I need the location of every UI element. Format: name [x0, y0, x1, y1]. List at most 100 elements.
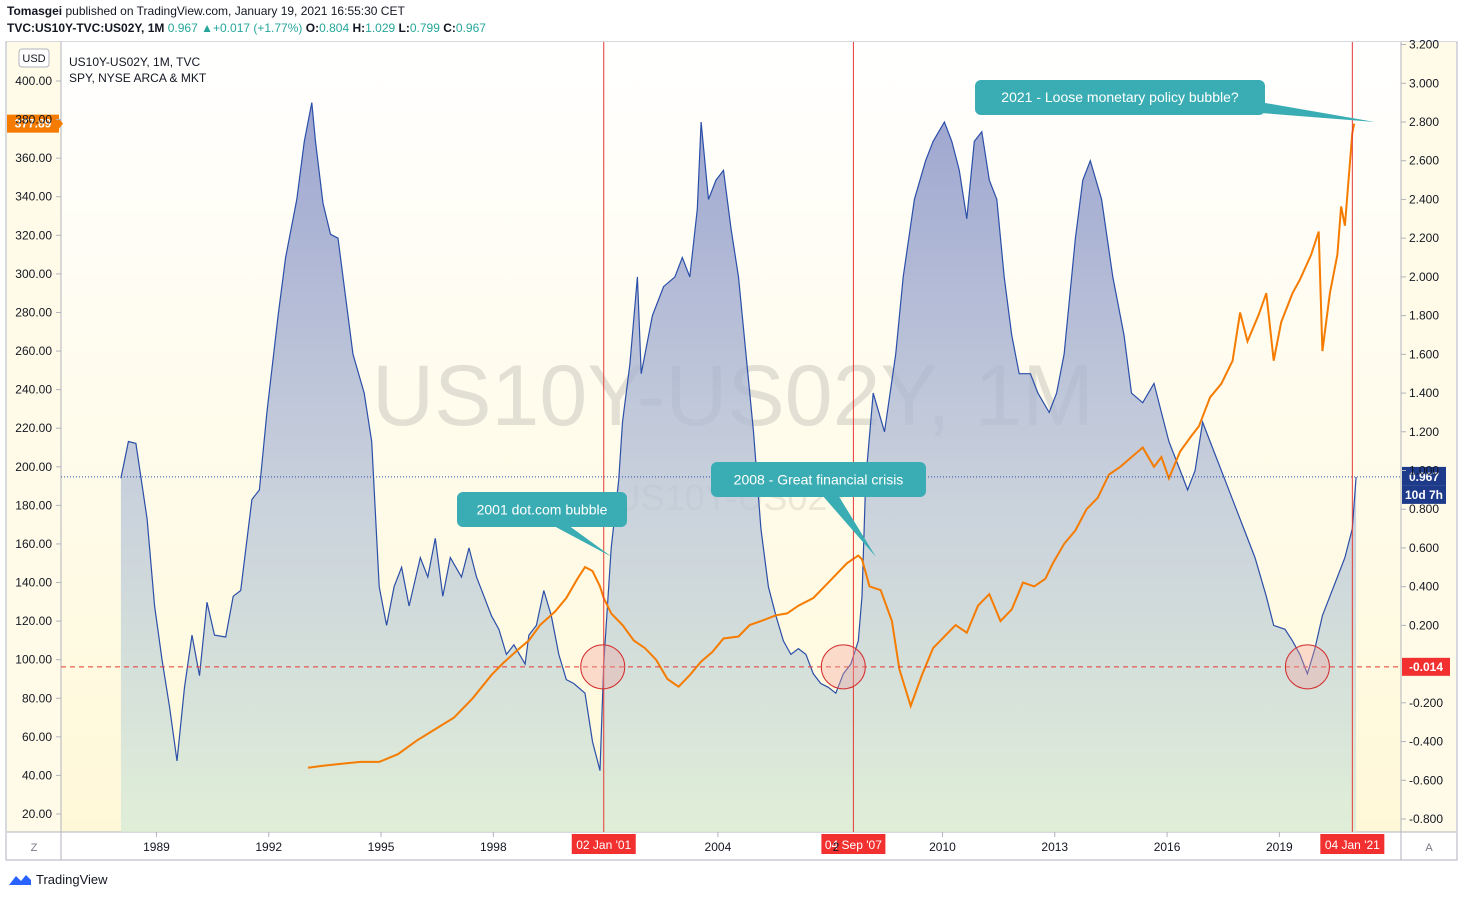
up-arrow-icon: ▲ [201, 21, 213, 35]
left-tick-label: 80.00 [22, 691, 52, 705]
left-tick-label: 400.00 [15, 74, 52, 88]
right-tick-label: -0.800 [1409, 812, 1443, 826]
last-value: 0.967 [167, 21, 198, 35]
callout-2021: 2021 - Loose monetary policy bubble? [975, 80, 1375, 122]
callout-box [975, 80, 1265, 115]
right-tick-label: 0.800 [1409, 502, 1439, 516]
right-tick-label: 3.000 [1409, 76, 1439, 90]
low-value: 0.799 [409, 21, 440, 35]
left-tick-label: 260.00 [15, 344, 52, 358]
tradingview-logo-icon [9, 874, 31, 885]
left-tick-label: 60.00 [22, 730, 52, 744]
inversion-circle [1284, 644, 1330, 690]
x-tick-label: 2019 [1266, 840, 1293, 854]
right-tick-label: -0.200 [1409, 696, 1443, 710]
right-tick-label: 0.400 [1409, 580, 1439, 594]
left-tick-label: 140.00 [15, 576, 52, 590]
symbol-name: TVC:US10Y-TVC:US02Y, 1M [7, 21, 165, 35]
high-label: H: [352, 21, 366, 35]
callout-text: 2001 dot.com bubble [477, 502, 608, 518]
right-tick-label: 2.400 [1409, 192, 1439, 206]
left-tick-label: 200.00 [15, 460, 52, 474]
callout-gfc: 2008 - Great financial crisis [711, 462, 926, 557]
spy-marker-arrow [59, 118, 63, 129]
high-value: 1.029 [365, 21, 396, 35]
right-tick-label: 3.200 [1409, 38, 1439, 52]
close-label: C: [443, 21, 456, 35]
open-label: O: [305, 21, 320, 35]
event-date-label: 04 Jan '21 [1325, 838, 1380, 852]
publish-date: published on TradingView.com, January 19… [65, 4, 405, 18]
inversion-circle [580, 644, 626, 690]
event-date-label: 02 Jan '01 [576, 838, 631, 852]
right-tick-label: -0.400 [1409, 735, 1443, 749]
left-tick-label: 360.00 [15, 151, 52, 165]
right-tick-label: 2.800 [1409, 115, 1439, 129]
x-tick-label: 1995 [368, 840, 395, 854]
left-tick-label: 20.00 [22, 807, 52, 821]
spread-last-marker [1402, 466, 1446, 486]
left-tick-label: 320.00 [15, 228, 52, 242]
spy-last-marker [7, 114, 59, 133]
legend-spy[interactable]: SPY, NYSE ARCA & MKT [69, 71, 207, 85]
close-value: 0.967 [455, 21, 486, 35]
inversion-circle [820, 644, 866, 690]
overlay-layer: 02 Jan '01 04 Sep '07 04 Jan '21 2001 dot.c… [7, 42, 1450, 854]
left-tick-label: 40.00 [22, 768, 52, 782]
event-date-box [571, 834, 636, 854]
right-tick-label: -0.600 [1409, 773, 1443, 787]
right-tick-label: 1.200 [1409, 425, 1439, 439]
right-tick-label: 0.600 [1409, 541, 1439, 555]
x-tick-label: 1998 [480, 840, 507, 854]
callout-dotcom: 2001 dot.com bubble [457, 492, 627, 557]
change-value: +0.017 (+1.77%) [213, 21, 303, 35]
left-tick-label: 280.00 [15, 305, 52, 319]
x-tick-label: 2010 [929, 840, 956, 854]
right-tick-label: 1.600 [1409, 347, 1439, 361]
currency-label: USD [22, 53, 45, 65]
left-tick-label: 380.00 [15, 113, 52, 127]
right-tick-label: 1.000 [1409, 464, 1439, 478]
right-tick-label: 2.000 [1409, 270, 1439, 284]
callout-pointer [822, 495, 876, 557]
symbol-info: TVC:US10Y-TVC:US02Y, 1M 0.967 ▲+0.017 (+… [7, 21, 486, 35]
event-date-box [1320, 834, 1385, 854]
x-tick-label: 2004 [705, 840, 732, 854]
footer-brand[interactable]: TradingView [8, 872, 108, 887]
left-tick-label: 340.00 [15, 190, 52, 204]
left-axis-panel[interactable] [7, 42, 61, 832]
right-axis-panel[interactable] [1401, 42, 1456, 832]
right-tick-label: 2.600 [1409, 154, 1439, 168]
x-tick-label-partial: 2 [833, 840, 840, 854]
left-tick-label: 220.00 [15, 421, 52, 435]
legend-spread[interactable]: US10Y-US02Y, 1M, TVC [69, 55, 201, 69]
left-tick-label: 240.00 [15, 383, 52, 397]
zoom-z-button[interactable]: Z [31, 842, 38, 854]
countdown-label: 10d 7h [1405, 488, 1443, 502]
spread-last-label: 0.967 [1409, 470, 1439, 484]
event-date-box [821, 834, 886, 854]
callout-pointer [552, 525, 612, 557]
author-name[interactable]: Tomasgei [7, 4, 63, 18]
publish-info: Tomasgei published on TradingView.com, J… [7, 4, 405, 18]
event-date-label: 04 Sep '07 [825, 838, 882, 852]
zero-line-marker [1402, 657, 1450, 676]
x-tick-label: 1989 [143, 840, 170, 854]
spy-last-label: 377.89 [15, 117, 52, 131]
right-tick-label: 1.400 [1409, 386, 1439, 400]
left-tick-label: 160.00 [15, 537, 52, 551]
callout-text: 2008 - Great financial crisis [734, 472, 904, 488]
left-tick-label: 120.00 [15, 614, 52, 628]
open-value: 0.804 [319, 21, 350, 35]
right-tick-label: 1.800 [1409, 309, 1439, 323]
currency-box[interactable] [18, 48, 50, 68]
x-tick-label: 2013 [1041, 840, 1068, 854]
auto-scale-button[interactable]: A [1425, 842, 1433, 854]
callout-text: 2021 - Loose monetary policy bubble? [1001, 89, 1239, 105]
brand-name: TradingView [36, 872, 108, 887]
left-tick-label: 180.00 [15, 498, 52, 512]
callout-box [457, 492, 627, 527]
spy-line [307, 123, 1356, 769]
zero-line-label: -0.014 [1409, 660, 1443, 674]
